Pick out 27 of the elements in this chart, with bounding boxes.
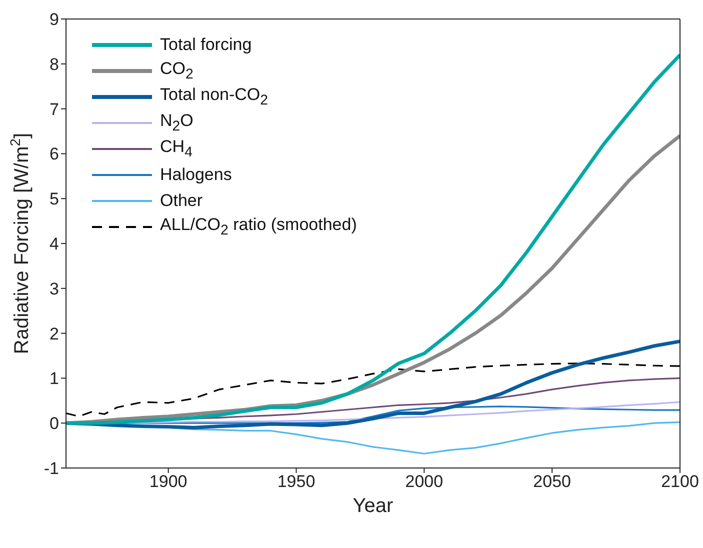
x-tick-label: 1900 (149, 472, 188, 492)
legend-label: Total non-CO$_{2}$ (160, 85, 268, 109)
y-tick-label: 4 (50, 234, 59, 254)
y-tick-label: -1 (44, 459, 59, 478)
line-series (66, 53, 680, 425)
legend-label: CO$_{2}$ (160, 59, 194, 83)
x-tick-label: 2000 (405, 472, 444, 492)
y-tick-label: 6 (50, 144, 59, 164)
x-tick-label: 1950 (277, 472, 316, 492)
legend-label: N$_{2}$O (160, 111, 194, 135)
y-tick-label: 2 (50, 324, 59, 344)
y-tick-label: 0 (50, 414, 59, 434)
line-series (66, 362, 680, 418)
x-tick-label: 2050 (533, 472, 571, 492)
legend-label: Other (160, 191, 203, 211)
x-tick-label: 2100 (661, 472, 699, 492)
y-tick-label: 1 (50, 369, 59, 388)
y-tick-label: 5 (50, 190, 59, 209)
y-tick-label: 7 (50, 100, 59, 119)
legend-label: CH$_{4}$ (160, 137, 192, 161)
y-tick-label: 3 (50, 279, 59, 298)
x-axis-title: Year (352, 495, 394, 517)
y-tick-label: 9 (50, 10, 59, 30)
legend-label: Halogens (160, 165, 232, 185)
legend-label: ALL/CO$_{2}$ ratio (smoothed) (160, 215, 357, 239)
legend-label: Total forcing (160, 35, 252, 55)
y-tick-label: 8 (50, 54, 59, 74)
